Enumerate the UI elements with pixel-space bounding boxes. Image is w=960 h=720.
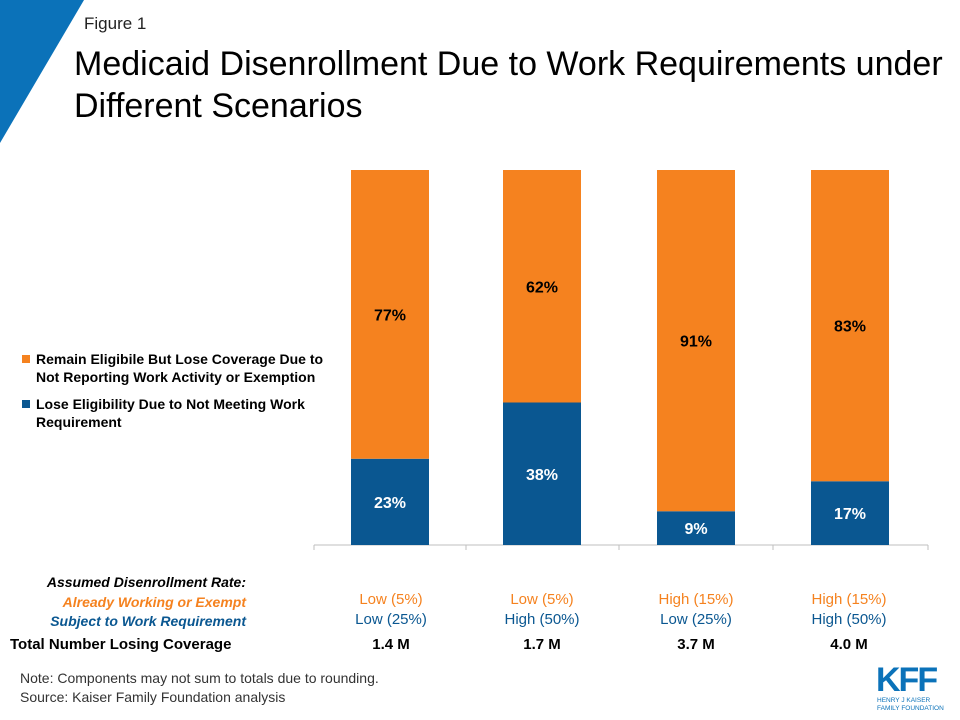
bar-remain-eligible-2 (503, 170, 581, 403)
corner-accent-shape (0, 0, 84, 143)
scenario-1-subject-rate: Low (25%) (355, 611, 427, 628)
scenario-4-working-rate: High (15%) (811, 591, 887, 608)
total-cell-2: 1.7 M (523, 636, 561, 653)
kff-logo-mark: KFF (876, 661, 937, 699)
chart-title: Medicaid Disenrollment Due to Work Requi… (74, 45, 943, 125)
scenario-2-subject-rate: High (50%) (504, 611, 580, 628)
bar-remain-eligible-3 (657, 170, 735, 512)
data-label-remain-eligible-2: 62% (526, 279, 558, 296)
scenario-1-working-rate: Low (5%) (359, 591, 423, 608)
footnote: Note: Components may not sum to totals d… (20, 669, 379, 707)
legend-label-remain-eligible: Remain Eligibile But Lose Coverage Due t… (36, 351, 324, 385)
bar-lose-eligibility-2 (503, 402, 581, 545)
note-text: Note: Components may not sum to totals d… (20, 670, 379, 686)
table-header-label: Assumed Disenrollment Rate: (46, 574, 246, 590)
data-label-remain-eligible-4: 83% (834, 319, 866, 336)
total-cell-3: 3.7 M (677, 636, 715, 653)
legend-swatch-blue (22, 400, 30, 408)
row-label-subject-to-requirement: Subject to Work Requirement (50, 613, 246, 629)
data-label-lose-eligibility-3: 9% (684, 521, 707, 538)
scenario-cell-3: High (15%) Low (25%) (626, 590, 766, 630)
legend-item-remain-eligible: Remain Eligibile But Lose Coverage Due t… (22, 350, 332, 386)
source-text: Source: Kaiser Family Foundation analysi… (20, 689, 286, 705)
bar-remain-eligible-4 (811, 170, 889, 482)
total-cell-1: 1.4 M (372, 636, 410, 653)
scenario-cell-4: High (15%) High (50%) (779, 590, 919, 630)
scenario-cell-1: Low (5%) Low (25%) (321, 590, 461, 630)
kff-logo: KFF HENRY J KAISER FAMILY FOUNDATION (876, 661, 944, 712)
legend-item-lose-eligibility: Lose Eligibility Due to Not Meeting Work… (22, 395, 332, 431)
kff-logo-line1: HENRY J KAISER (877, 697, 931, 704)
legend-swatch-orange (22, 355, 30, 363)
row-label-total-losing: Total Number Losing Coverage (10, 636, 232, 653)
stacked-bar-chart: 23% 77% 38% 62% 9% 91% 17% 83% (313, 170, 929, 550)
data-label-lose-eligibility-2: 38% (526, 467, 558, 484)
bar-lose-eligibility-3 (657, 511, 735, 545)
bar-remain-eligible-1 (351, 170, 429, 459)
row-label-already-working: Already Working or Exempt (62, 594, 246, 610)
figure-label: Figure 1 (84, 14, 147, 33)
data-label-lose-eligibility-4: 17% (834, 506, 866, 523)
data-label-remain-eligible-1: 77% (374, 307, 406, 324)
kff-logo-line2: FAMILY FOUNDATION (877, 705, 944, 712)
legend: Remain Eligibile But Lose Coverage Due t… (22, 350, 332, 440)
data-label-lose-eligibility-1: 23% (374, 495, 406, 512)
bar-lose-eligibility-4 (811, 481, 889, 545)
total-cell-4: 4.0 M (830, 636, 868, 653)
bar-lose-eligibility-1 (351, 458, 429, 545)
scenario-2-working-rate: Low (5%) (510, 591, 574, 608)
scenario-cell-2: Low (5%) High (50%) (472, 590, 612, 630)
scenario-3-working-rate: High (15%) (658, 591, 734, 608)
legend-label-lose-eligibility: Lose Eligibility Due to Not Meeting Work… (36, 396, 305, 430)
data-label-remain-eligible-3: 91% (680, 334, 712, 351)
scenario-4-subject-rate: High (50%) (811, 611, 887, 628)
scenario-3-subject-rate: Low (25%) (660, 611, 732, 628)
